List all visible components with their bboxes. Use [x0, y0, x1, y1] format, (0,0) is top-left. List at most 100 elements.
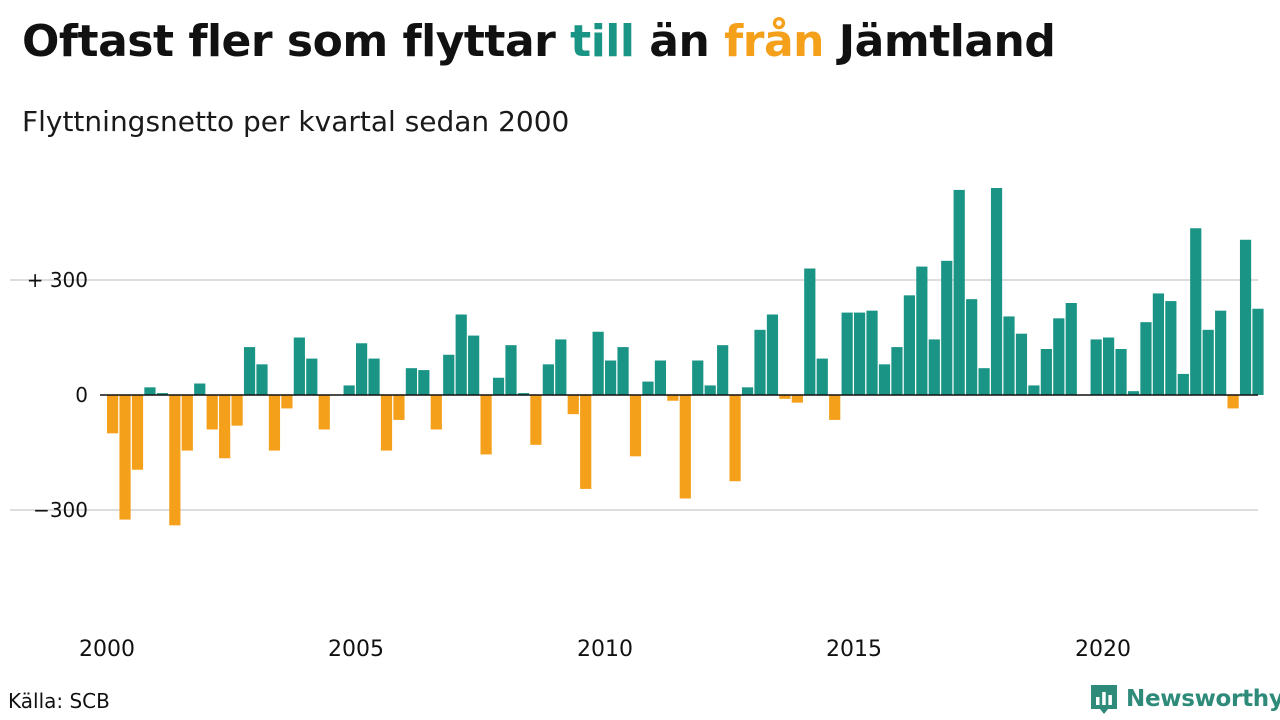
x-axis-labels: 2000 2005 2010 2015 2020 [79, 637, 1131, 662]
bar-2005Q4 [393, 395, 405, 420]
brand-name: Newsworthy [1126, 686, 1280, 712]
bar-2015Q1 [854, 312, 866, 395]
bar-2013Q3 [779, 395, 791, 399]
bar-2020Q1 [1103, 337, 1115, 395]
bar-2021Q1 [1152, 293, 1164, 395]
bar-2015Q4 [891, 347, 903, 395]
bar-2015Q2 [866, 310, 878, 395]
bar-2003Q2 [268, 395, 281, 451]
bar-2005Q2 [368, 358, 380, 395]
bar-2009Q1 [555, 339, 567, 395]
bar-2005Q1 [356, 343, 368, 395]
bar-2022Q4 [1239, 239, 1252, 395]
bar-2000Q3 [131, 395, 144, 470]
title-part-3: än [634, 16, 725, 67]
bar-2014Q3 [829, 395, 841, 420]
y-axis-labels: + 300 0 −300 [27, 268, 88, 522]
bar-2013Q4 [791, 395, 803, 403]
bar-2011Q1 [654, 360, 666, 395]
bar-2010Q4 [642, 381, 654, 395]
bar-2004Q1 [306, 358, 318, 395]
bar-2011Q2 [667, 395, 679, 401]
title-part-1: Oftast fler som flyttar [22, 16, 571, 67]
bar-2012Q4 [741, 387, 754, 395]
bar-2020Q4 [1140, 322, 1152, 395]
bar-2016Q2 [916, 266, 928, 395]
bar-2006Q3 [430, 395, 442, 430]
chart-title: Oftast fler som flyttar till än från Jäm… [22, 12, 1056, 72]
bar-2001Q2 [169, 395, 181, 526]
bar-2011Q4 [692, 360, 704, 395]
bar-2008Q2 [517, 393, 530, 395]
bar-2002Q3 [231, 395, 243, 426]
bar-2004Q2 [318, 395, 330, 430]
bar-2016Q1 [903, 295, 915, 395]
y-tick-label: −300 [33, 498, 88, 522]
bar-2010Q1 [605, 360, 617, 395]
bar-2003Q4 [293, 337, 305, 395]
bar-2000Q4 [144, 387, 156, 395]
title-part-5: Jämtland [823, 16, 1056, 67]
bar-2013Q2 [766, 314, 779, 395]
bar-2006Q1 [405, 368, 417, 395]
bar-2007Q3 [480, 395, 492, 455]
bar-2021Q4 [1190, 228, 1202, 395]
bar-2010Q3 [629, 395, 642, 457]
bar-2017Q2 [966, 299, 978, 395]
bar-chart-logo-icon [1091, 685, 1117, 714]
x-tick-label: 2020 [1075, 637, 1131, 662]
bar-2019Q2 [1065, 303, 1077, 395]
bar-2016Q3 [928, 339, 940, 395]
bar-2010Q2 [617, 347, 629, 395]
bar-2000Q1 [107, 395, 119, 434]
bar-2009Q2 [567, 395, 579, 415]
bar-2007Q2 [468, 335, 480, 395]
bar-2019Q4 [1090, 339, 1102, 395]
bar-2016Q4 [941, 260, 953, 395]
x-tick-label: 2015 [826, 637, 882, 662]
bar-2001Q1 [156, 393, 168, 395]
bar-2007Q1 [455, 314, 467, 395]
x-tick-label: 2000 [79, 637, 135, 662]
bar-2005Q3 [380, 395, 393, 451]
x-tick-label: 2005 [328, 637, 384, 662]
title-fran: från [724, 16, 824, 67]
bar-2018Q2 [1015, 333, 1028, 395]
grid-lines [10, 279, 1258, 511]
bar-2012Q1 [704, 385, 716, 395]
bar-2023Q1 [1252, 308, 1264, 395]
bar-2014Q4 [841, 312, 853, 395]
bar-2013Q1 [754, 329, 766, 395]
bar-2021Q2 [1165, 301, 1177, 395]
bar-2002Q2 [219, 395, 231, 459]
y-tick-label: 0 [75, 383, 88, 407]
source-note: Källa: SCB [8, 689, 110, 713]
bar-2017Q4 [990, 188, 1003, 395]
bar-2002Q1 [206, 395, 218, 430]
bar-2017Q1 [953, 189, 965, 395]
bar-2017Q3 [978, 368, 990, 395]
bar-2012Q2 [717, 345, 729, 395]
x-tick-label: 2010 [577, 637, 633, 662]
bar-2001Q3 [181, 395, 193, 451]
bar-2020Q3 [1127, 391, 1140, 395]
chart-subtitle: Flyttningsnetto per kvartal sedan 2000 [22, 105, 570, 138]
bar-2003Q3 [281, 395, 293, 409]
bar-2003Q1 [256, 364, 268, 395]
bar-2018Q1 [1003, 316, 1015, 395]
bar-2014Q1 [804, 268, 816, 395]
bar-2020Q2 [1115, 349, 1127, 395]
bar-2008Q4 [542, 364, 554, 395]
brand-logo: Newsworthy [1088, 682, 1280, 716]
bar-2002Q4 [243, 347, 256, 395]
title-till: till [570, 16, 635, 67]
bar-2018Q3 [1028, 385, 1040, 395]
bar-2022Q1 [1202, 329, 1214, 395]
bar-2008Q3 [530, 395, 542, 445]
bar-2009Q4 [592, 331, 604, 395]
bar-2022Q2 [1215, 310, 1227, 395]
bar-2000Q2 [119, 395, 131, 520]
bar-2006Q2 [418, 370, 430, 395]
bar-chart: + 300 0 −300 2000 2005 2010 2015 2020 [10, 188, 1264, 662]
bar-2014Q2 [816, 358, 828, 395]
